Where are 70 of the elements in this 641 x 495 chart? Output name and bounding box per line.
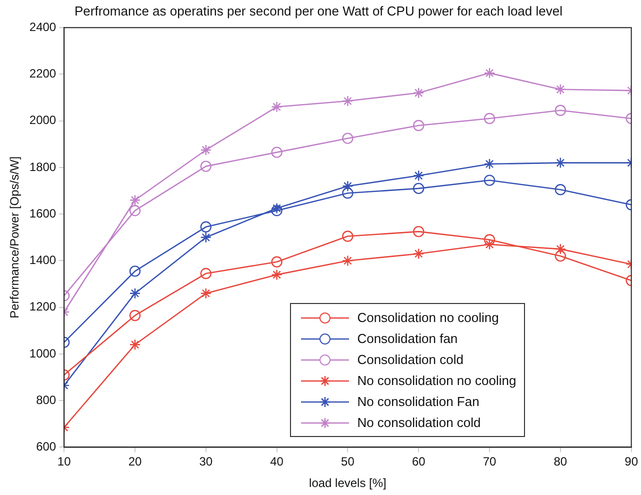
y-tick-label: 1400	[29, 253, 56, 268]
point	[342, 255, 354, 266]
point	[554, 250, 566, 262]
point	[484, 112, 496, 124]
y-tick-label: 2000	[29, 113, 56, 128]
x-tick-label: 40	[270, 454, 284, 469]
chart-title: Perfromance as operatins per second per one Watt of CPU power for each load level	[74, 3, 563, 18]
point	[413, 170, 424, 182]
legend-label: Consolidation fan	[357, 331, 458, 346]
x-tick-label: 50	[341, 454, 355, 469]
y-tick-label: 600	[36, 440, 56, 454]
point	[200, 232, 212, 243]
point	[342, 95, 354, 107]
point	[484, 234, 496, 246]
point	[554, 243, 566, 255]
point	[129, 310, 141, 322]
x-tick-label: 70	[482, 454, 497, 469]
point	[484, 67, 496, 79]
point	[200, 144, 212, 156]
x-tick-label: 10	[57, 454, 72, 469]
x-tick-label: 20	[128, 454, 142, 469]
legend-label: Consolidation no cooling	[357, 310, 499, 326]
point	[271, 101, 282, 112]
y-tick-label: 1200	[29, 300, 56, 314]
point	[413, 120, 424, 132]
point	[554, 84, 566, 95]
point	[413, 248, 424, 260]
x-tick-label: 60	[412, 454, 426, 469]
point	[484, 158, 496, 170]
legend-label: No consolidation cold	[357, 415, 481, 430]
point	[200, 160, 212, 172]
point	[271, 204, 282, 216]
point	[200, 288, 212, 299]
x-tick-label: 30	[199, 454, 213, 469]
point	[342, 230, 354, 242]
y-tick-label: 1800	[29, 160, 56, 174]
x-tick-label: 80	[554, 454, 568, 469]
point	[200, 221, 212, 233]
point	[129, 266, 141, 277]
legend-label: No consolidation no cooling	[357, 373, 516, 388]
point	[342, 132, 354, 144]
y-tick-label: 1600	[29, 206, 56, 220]
point	[342, 180, 354, 192]
y-tick-label: 1000	[29, 346, 56, 360]
point	[271, 146, 282, 158]
point	[554, 184, 566, 196]
point	[554, 104, 566, 116]
point	[129, 339, 141, 350]
point	[554, 157, 566, 168]
point	[129, 204, 141, 216]
x-axis-title: load levels [%]	[309, 476, 386, 490]
point	[129, 288, 141, 299]
y-tick-label: 2400	[29, 20, 56, 34]
legend-label: Consolidation cold	[357, 352, 464, 368]
point	[484, 238, 496, 250]
point	[200, 268, 212, 280]
x-tick-label: 90	[624, 454, 638, 469]
point	[484, 174, 496, 186]
point	[413, 87, 424, 98]
y-axis-title: Performance/Power [Ops/s/W]	[8, 156, 22, 318]
y-tick-label: 800	[36, 392, 56, 407]
legend-label: No consolidation Fan	[357, 394, 480, 410]
point	[271, 256, 282, 268]
point	[271, 269, 282, 280]
point	[413, 182, 424, 194]
y-tick-label: 2200	[29, 66, 56, 81]
point	[271, 202, 282, 214]
point	[413, 226, 424, 238]
point	[342, 188, 354, 199]
point	[129, 194, 141, 206]
